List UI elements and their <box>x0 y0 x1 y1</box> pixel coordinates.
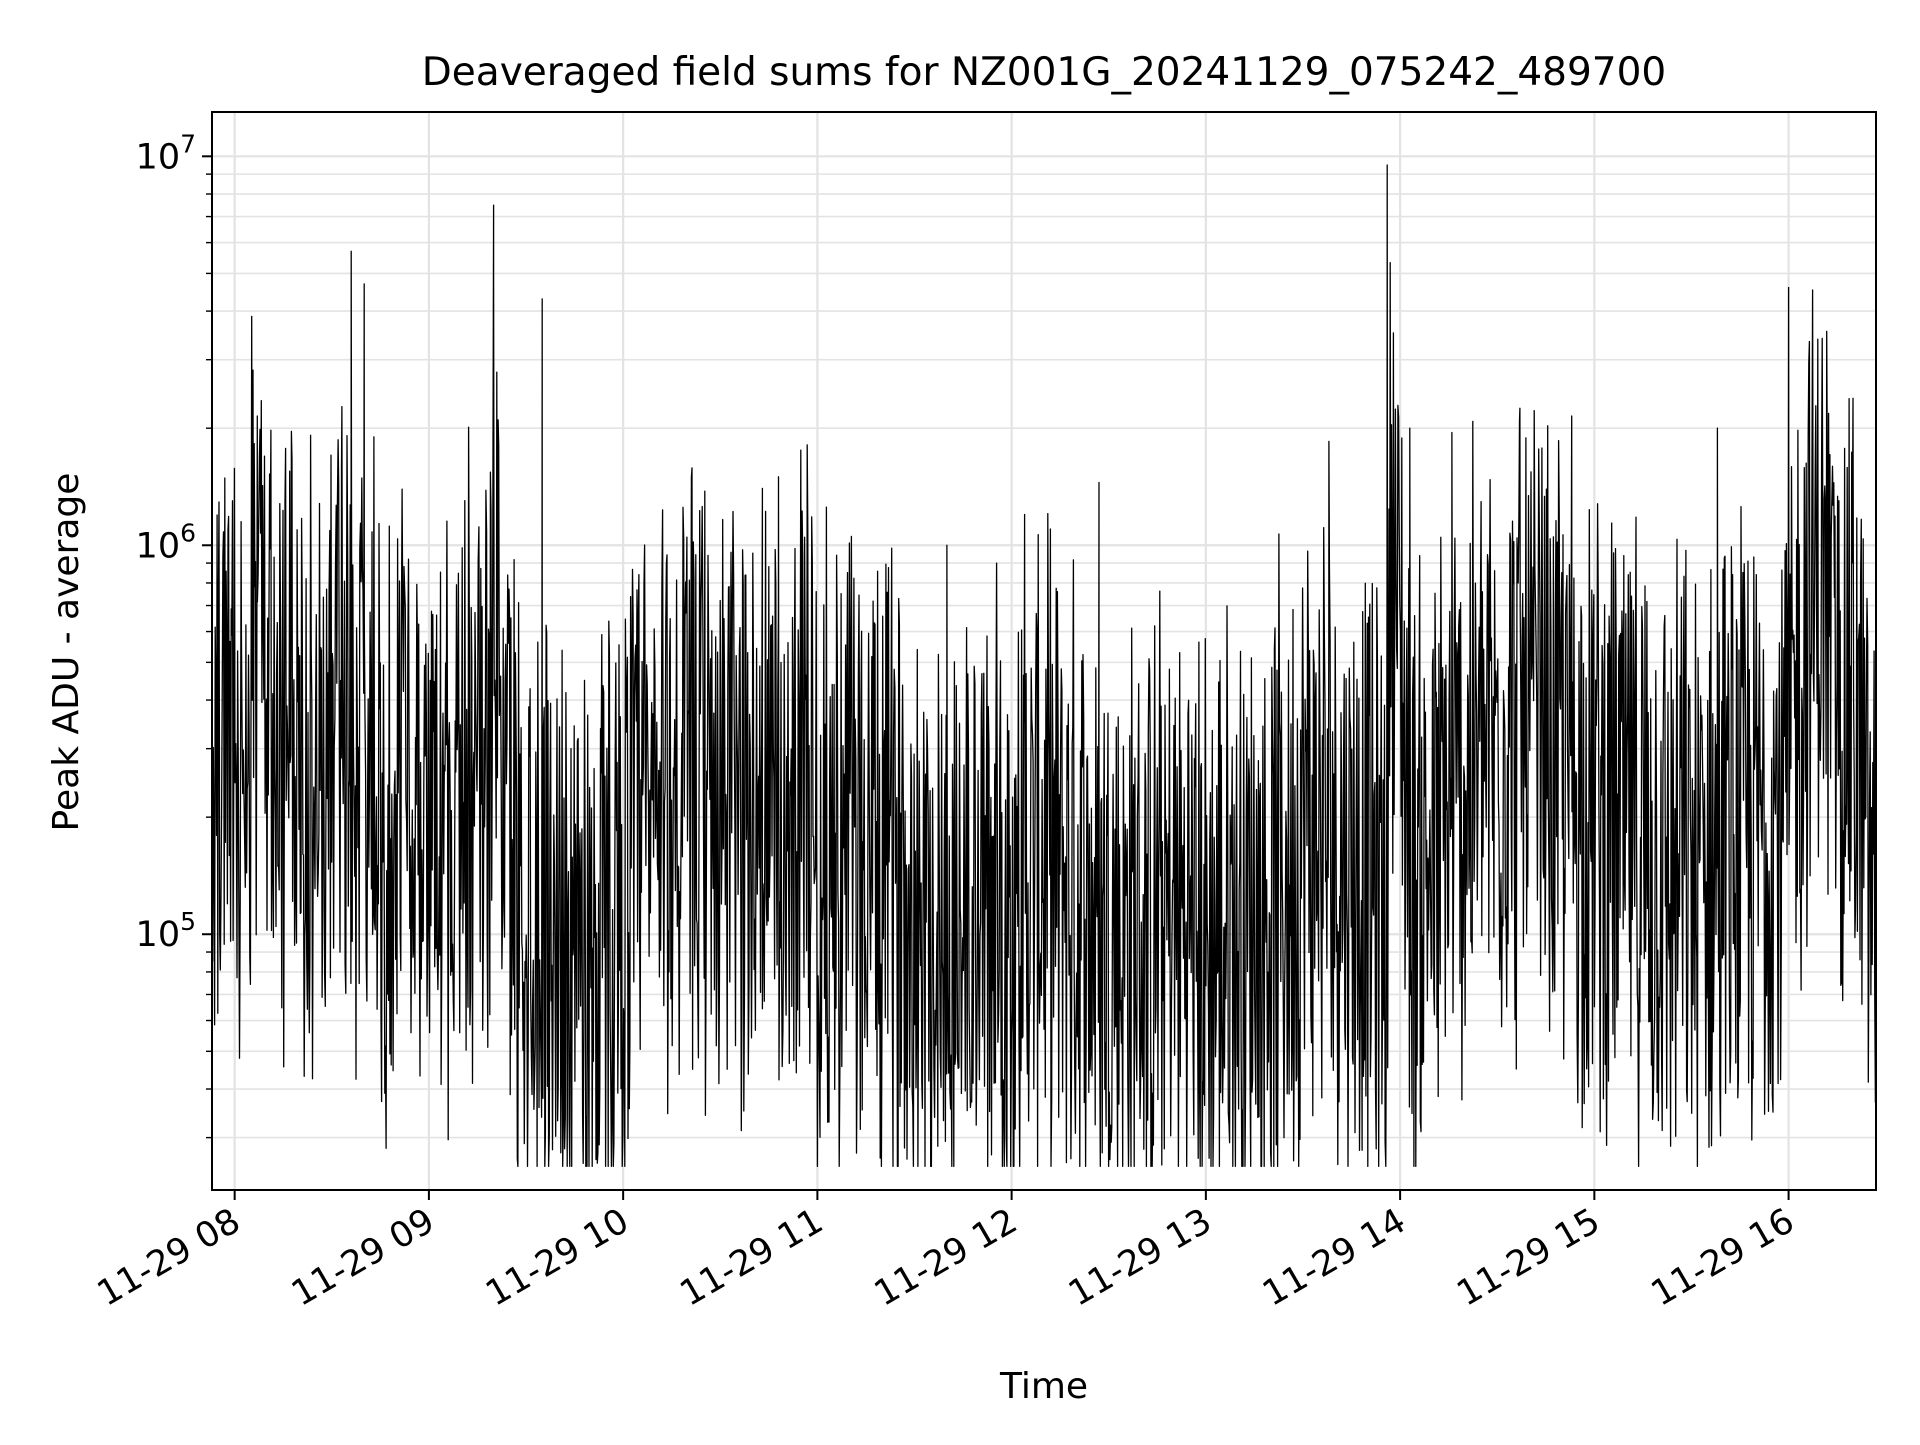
y-tick-label: 107 <box>136 129 196 177</box>
x-axis-label: Time <box>999 1366 1088 1407</box>
y-tick-label: 105 <box>136 907 196 955</box>
axes-frame <box>211 111 1877 1191</box>
series-line <box>211 164 1877 1168</box>
chart-title: Deaveraged field sums for NZ001G_2024112… <box>422 50 1666 95</box>
y-tick-label: 106 <box>136 518 196 566</box>
y-axis-label: Peak ADU - average <box>46 473 87 832</box>
line-layer <box>211 164 1877 1168</box>
